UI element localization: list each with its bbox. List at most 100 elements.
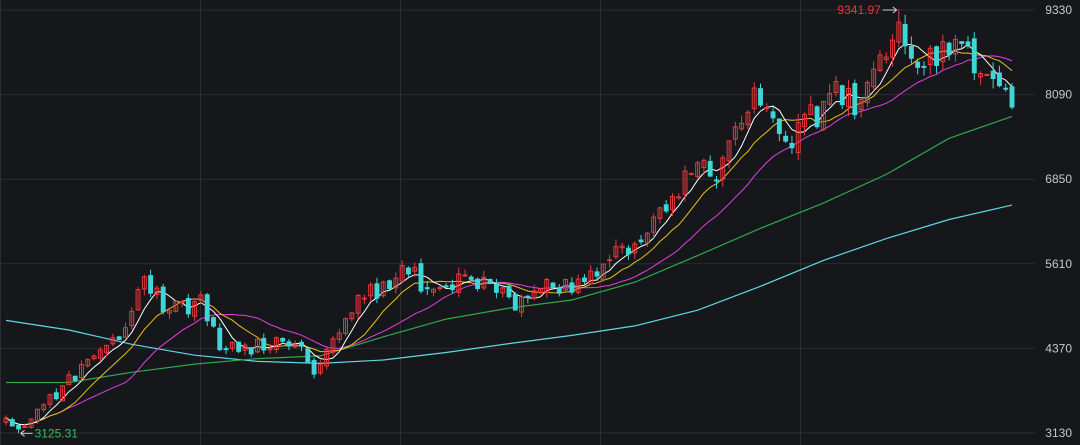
candle [85,358,91,368]
candle [255,337,260,354]
candle-body-up [701,159,707,169]
candle [607,254,613,268]
candle [996,65,1002,88]
candle [657,206,663,224]
candle-body-down [299,341,304,347]
candle [198,291,204,304]
candle [632,241,638,259]
candle-body-down [946,42,952,56]
candle [820,100,826,131]
candle [47,393,53,409]
candle-body-up [726,140,732,162]
candle [858,97,864,118]
candle-body-up [431,288,436,293]
candle [638,234,644,245]
candle [273,336,279,354]
candle-body-up [412,266,418,272]
candle [588,265,594,285]
candle-body-up [500,287,506,294]
candle [22,423,28,429]
candle-body-down [1003,87,1009,90]
candle-body-up [97,349,103,359]
candle-body-down [305,348,311,364]
candle [682,165,688,202]
candle [336,328,342,344]
candle-body-up [462,274,468,277]
candle [292,340,298,349]
candle [481,270,487,291]
candle [582,274,587,285]
candle [135,286,141,311]
candle [506,283,512,299]
candle [758,83,763,108]
candle-body-down [53,392,59,400]
candle-body-up [267,348,273,351]
candle-body-down [405,267,411,275]
candle [896,9,902,47]
candle-body-down [148,275,154,294]
candle-body-up [292,344,298,348]
candle-body-down [814,106,820,128]
low-annotation-arrowhead [20,429,25,437]
ma120-line [5,204,1013,365]
candle [946,41,952,61]
candle-body-down [449,284,455,291]
candle [934,45,939,74]
candle-body-down [770,111,776,119]
y-tick-label: 3130 [1045,426,1072,440]
candle [594,267,600,281]
candle [500,286,506,298]
candle-body-down [311,360,317,375]
low-annotation-label: 3125.31 [35,426,79,440]
candle-body-up [563,278,569,291]
candle [971,32,977,81]
candle-body-up [60,385,66,402]
candle [512,291,518,311]
candle [493,278,499,299]
candle-body-up [456,273,462,293]
candle-body-up [255,338,260,353]
candle-body-up [66,374,72,386]
candle-body-up [808,104,814,116]
candle-body-up [619,245,625,249]
candle [575,274,581,295]
candle-body-down [424,287,430,290]
candle [405,266,411,278]
candle-body-down [959,41,965,44]
candle [990,62,996,89]
candle-body-down [286,341,292,347]
candle [330,335,336,356]
candle-body-down [902,23,908,47]
candle-body-down [582,277,587,283]
y-tick-label: 6850 [1045,172,1072,186]
candle-body-down [204,294,210,322]
candle [619,242,625,254]
candle-body-up [952,38,958,55]
candle-body-up [537,288,543,294]
candle [563,278,569,292]
candle [324,345,330,370]
candle-body-up [871,68,877,88]
candle [927,45,933,75]
candle-body-up [179,301,185,304]
high-annotation-label: 9341.97 [837,3,881,17]
candle-body-up [676,196,682,199]
candle-body-down [387,280,392,290]
candle [160,283,166,315]
candle-body-down [443,285,449,288]
candle-body-up [336,332,342,340]
candle-body-down [915,61,921,68]
candle [783,130,789,143]
candle [34,408,40,424]
candle [839,84,845,109]
candle-body-up [361,297,367,300]
candle [311,357,317,379]
candle [877,50,883,72]
candle [795,113,801,161]
candle-body-up [324,349,330,367]
candle [550,282,556,290]
candle-body-up [802,113,807,128]
moving-average-lines [5,43,1013,426]
candle-body-up [355,294,361,314]
candle-body-down [839,85,845,106]
